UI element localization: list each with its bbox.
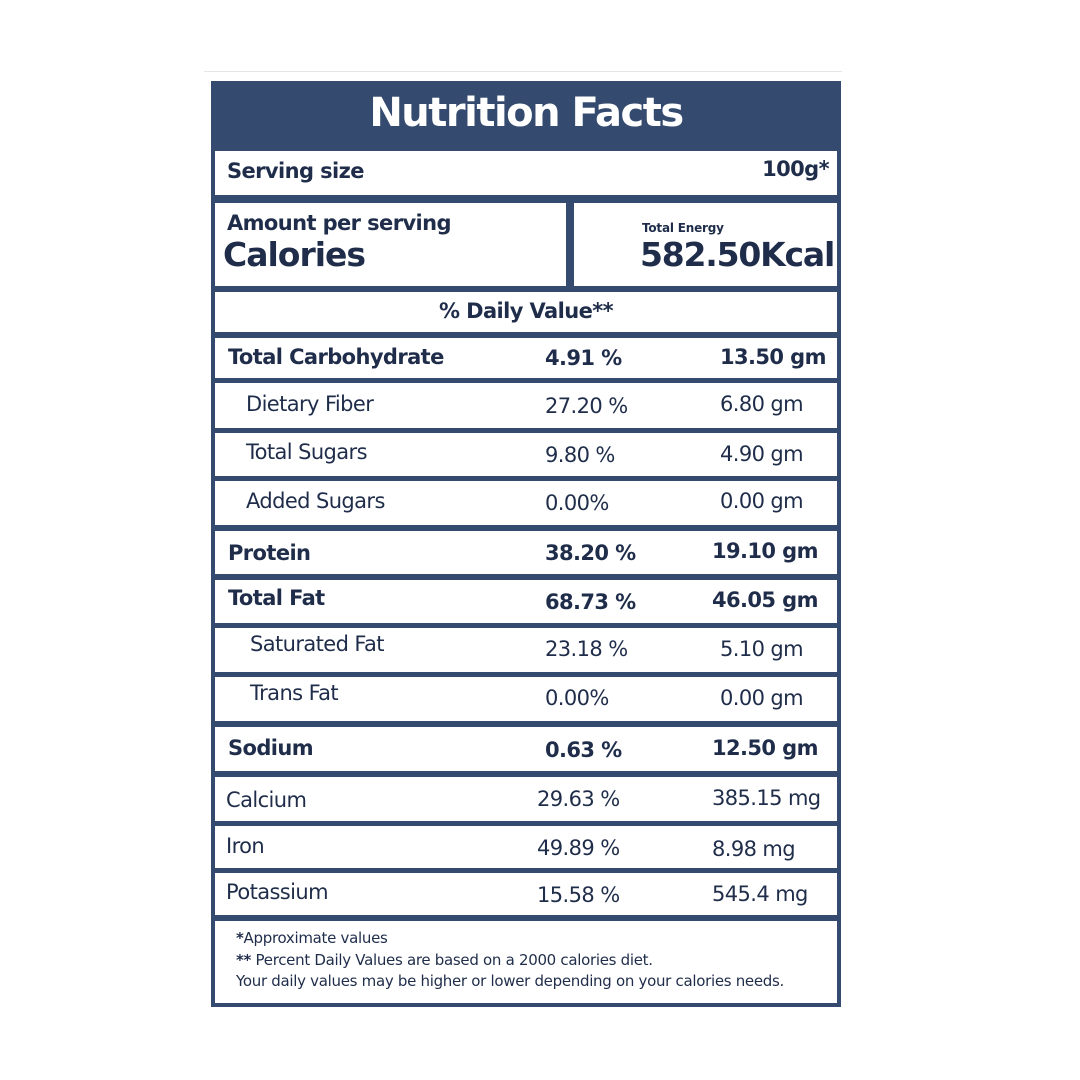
- nutrient-name: Total Carbohydrate: [228, 345, 444, 369]
- nutrient-name: Saturated Fat: [250, 632, 384, 656]
- total-energy-cell: Total Energy 582.50Kcal: [574, 203, 837, 286]
- serving-row: Serving size 100g*: [215, 151, 837, 195]
- footnotes-box: [215, 921, 837, 1003]
- nutrient-row-iron: Iron 49.89 % 8.98 mg: [215, 826, 837, 868]
- nutrient-amount: 8.98 mg: [712, 837, 796, 861]
- nutrient-amount: 19.10 gm: [712, 539, 818, 563]
- nutrient-amount: 385.15 mg: [712, 786, 821, 810]
- nutrient-percent: 9.80 %: [545, 443, 615, 467]
- nutrient-row-dietary-fiber: Dietary Fiber 27.20 % 6.80 gm: [215, 383, 837, 428]
- nutrient-row-protein: Protein 38.20 % 19.10 gm: [215, 531, 837, 574]
- nutrient-percent: 0.00%: [545, 491, 609, 515]
- nutrient-percent: 38.20 %: [545, 541, 636, 565]
- calories-cell: Amount per serving Calories: [215, 203, 566, 286]
- footnote-approximate: *Approximate values: [236, 929, 388, 947]
- nutrient-row-added-sugars: Added Sugars 0.00% 0.00 gm: [215, 481, 837, 525]
- nutrient-row-total-fat: Total Fat 68.73 % 46.05 gm: [215, 580, 837, 623]
- footnote-daily-values: ** Percent Daily Values are based on a 2…: [236, 951, 653, 969]
- nutrient-percent: 0.63 %: [545, 738, 622, 762]
- nutrient-amount: 4.90 gm: [720, 442, 804, 466]
- nutrient-percent: 23.18 %: [545, 637, 628, 661]
- nutrient-row-potassium: Potassium 15.58 % 545.4 mg: [215, 873, 837, 915]
- nutrient-amount: 12.50 gm: [712, 736, 818, 760]
- serving-value: 100g*: [762, 157, 829, 181]
- nutrient-amount: 545.4 mg: [712, 882, 808, 906]
- footnote-mark: **: [236, 951, 252, 969]
- nutrient-name: Iron: [226, 834, 265, 858]
- nutrient-row-sodium: Sodium 0.63 % 12.50 gm: [215, 727, 837, 771]
- nutrient-name: Total Fat: [228, 586, 325, 610]
- nutrient-amount: 46.05 gm: [712, 588, 818, 612]
- nutrient-name: Total Sugars: [246, 440, 368, 464]
- nutrient-name: Sodium: [228, 736, 314, 760]
- nutrient-row-total-sugars: Total Sugars 9.80 % 4.90 gm: [215, 433, 837, 476]
- nutrient-amount: 0.00 gm: [720, 489, 804, 513]
- nutrient-percent: 49.89 %: [537, 836, 620, 860]
- nutrient-amount: 6.80 gm: [720, 392, 804, 416]
- nutrient-amount: 5.10 gm: [720, 637, 804, 661]
- total-energy-label: Total Energy: [642, 221, 724, 235]
- nutrient-percent: 68.73 %: [545, 590, 636, 614]
- nutrient-name: Protein: [228, 541, 311, 565]
- nutrient-name: Potassium: [226, 880, 329, 904]
- nutrient-percent: 29.63 %: [537, 787, 620, 811]
- label-title: Nutrition Facts: [369, 90, 684, 136]
- nutrient-row-trans-fat: Trans Fat 0.00% 0.00 gm: [215, 677, 837, 721]
- footnote-text: Your daily values may be higher or lower…: [236, 972, 784, 990]
- footnote-text: Percent Daily Values are based on a 2000…: [251, 951, 653, 969]
- serving-label: Serving size: [227, 159, 364, 183]
- daily-value-header-text: % Daily Value**: [439, 299, 614, 323]
- footnote-mark: *: [236, 929, 244, 947]
- top-divider: [204, 71, 842, 72]
- nutrient-row-total-carbohydrate: Total Carbohydrate 4.91 % 13.50 gm: [215, 338, 837, 378]
- calories-label: Calories: [223, 235, 366, 274]
- total-energy-value: 582.50Kcal: [640, 235, 835, 274]
- nutrient-name: Added Sugars: [246, 489, 385, 513]
- nutrient-percent: 27.20 %: [545, 394, 628, 418]
- amount-per-serving-label: Amount per serving: [227, 211, 452, 235]
- nutrient-amount: 0.00 gm: [720, 686, 804, 710]
- nutrient-percent: 15.58 %: [537, 883, 620, 907]
- nutrient-amount: 13.50 gm: [720, 345, 826, 369]
- nutrient-name: Dietary Fiber: [246, 392, 374, 416]
- footnote-text: Approximate values: [243, 929, 388, 947]
- footnote-your-daily-values: Your daily values may be higher or lower…: [236, 972, 784, 990]
- nutrient-name: Calcium: [226, 788, 307, 812]
- nutrient-percent: 0.00%: [545, 686, 609, 710]
- nutrient-name: Trans Fat: [250, 681, 339, 705]
- daily-value-header: % Daily Value**: [215, 292, 837, 332]
- nutrient-row-calcium: Calcium 29.63 % 385.15 mg: [215, 777, 837, 821]
- nutrient-percent: 4.91 %: [545, 346, 622, 370]
- nutrient-row-saturated-fat: Saturated Fat 23.18 % 5.10 gm: [215, 628, 837, 672]
